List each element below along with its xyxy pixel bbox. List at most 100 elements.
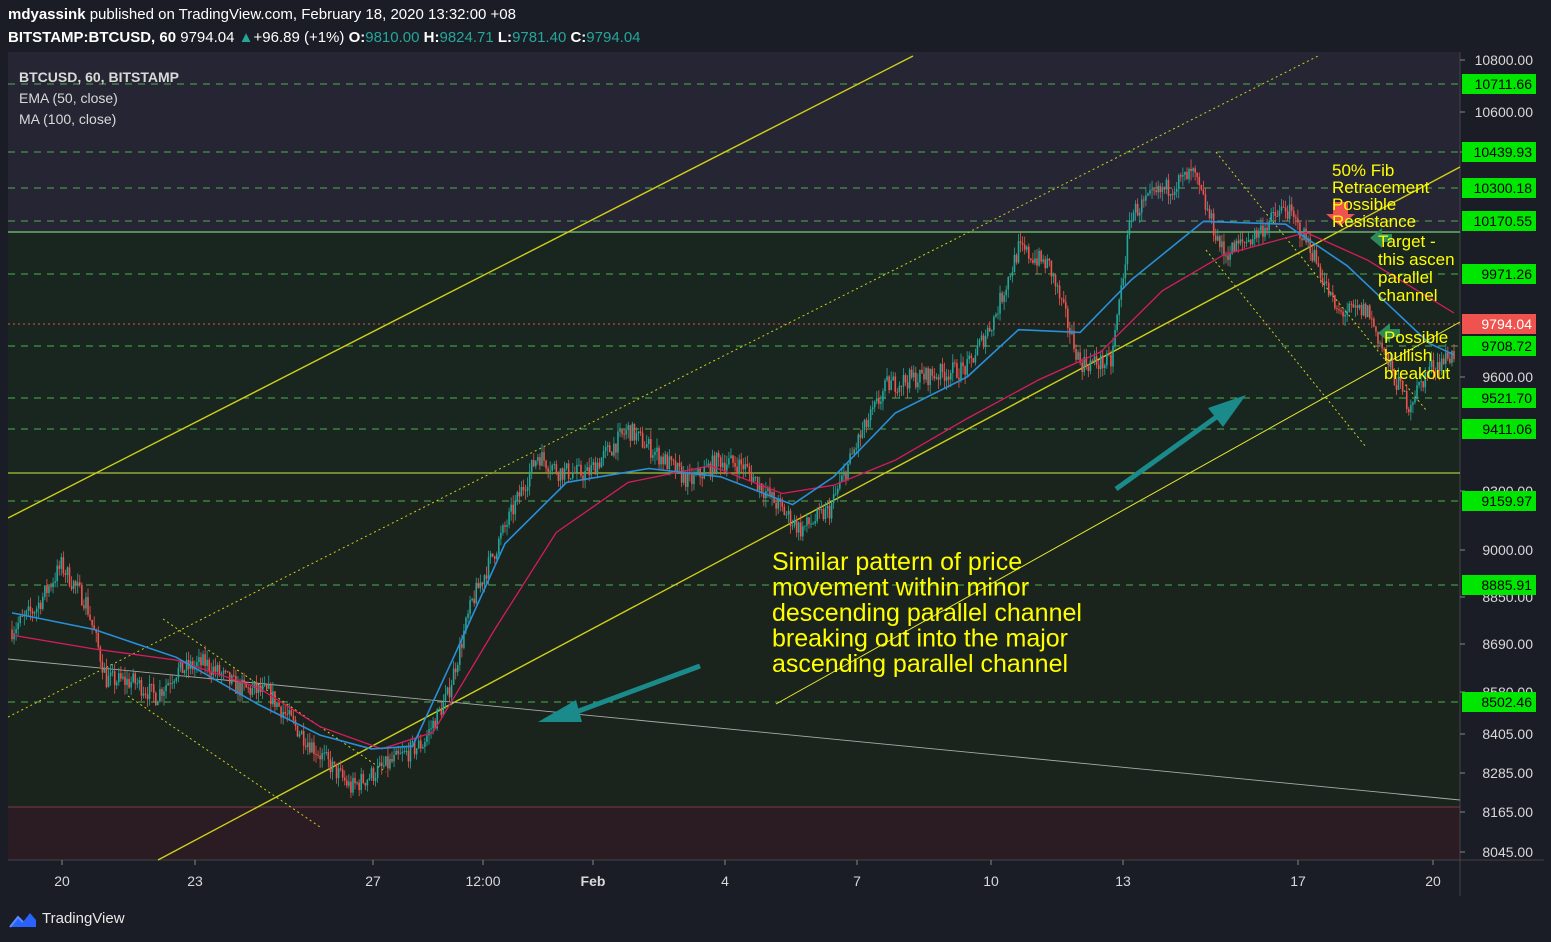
target-annotation-line: Target - (1378, 232, 1436, 251)
candle-down (113, 664, 116, 694)
candle-down (713, 451, 716, 475)
candle-body (750, 472, 753, 482)
candle-body (253, 682, 256, 688)
candle-down (280, 705, 282, 724)
candle-body (849, 453, 851, 464)
candle-down (699, 467, 701, 486)
author-name[interactable]: mdyassink (8, 6, 86, 23)
candle-up (886, 367, 888, 382)
candle-body (1216, 236, 1219, 241)
candle-body (812, 523, 814, 525)
candle-down (822, 504, 825, 522)
candle-body (1334, 295, 1336, 309)
candle-down (1030, 257, 1032, 263)
candle-down (1391, 357, 1394, 373)
candle-down (845, 470, 847, 486)
candle-up (1099, 350, 1102, 377)
candle-down (608, 441, 611, 453)
candle-down (1208, 204, 1211, 220)
candle-body (331, 761, 334, 773)
candle-up (1440, 352, 1443, 376)
candle-body (880, 401, 882, 404)
candle-up (348, 774, 350, 789)
candle-body (951, 362, 954, 374)
candle-body (1243, 241, 1246, 243)
minor-ascending-line[interactable] (775, 321, 1461, 705)
time-tick-label: 4 (721, 873, 729, 889)
brand-name[interactable]: TradingView (42, 910, 125, 927)
candle-down (988, 321, 991, 333)
candle-up (1147, 192, 1149, 197)
candle-up (703, 460, 706, 480)
legend-ema[interactable]: EMA (50, close) (19, 90, 118, 106)
candle-up (1410, 399, 1412, 421)
candle-body (1453, 351, 1455, 360)
candle-up (1251, 234, 1254, 247)
candle-body (348, 781, 350, 786)
candle-up (1206, 201, 1209, 212)
major-channel-upper[interactable] (7, 55, 914, 519)
candle-body (290, 710, 293, 716)
candle-body (841, 475, 843, 482)
candle-body (1099, 355, 1102, 370)
candle-body (1319, 266, 1322, 279)
candle-down (621, 429, 623, 438)
candle-down (1401, 380, 1404, 395)
candle-up (1007, 276, 1010, 298)
candle-body (925, 368, 927, 380)
candle-up (436, 708, 439, 731)
major-channel-lower[interactable] (157, 166, 1461, 861)
candle-body (1077, 352, 1079, 360)
candle-body (814, 521, 816, 524)
candle-down (284, 705, 286, 718)
candle-body (440, 708, 443, 715)
candle-body (783, 506, 786, 516)
candle-up (444, 684, 447, 710)
candle-body (1015, 254, 1018, 263)
tradingview-logo-icon[interactable] (8, 909, 38, 931)
candle-up (902, 368, 905, 396)
chart-area[interactable]: 50% Fib Retracement Possible Resistance Tar… (7, 52, 1544, 896)
candle-up (1145, 186, 1147, 207)
candle-body (118, 673, 120, 683)
legend-ma[interactable]: MA (100, close) (19, 111, 116, 127)
long-trend-line[interactable] (7, 658, 1461, 801)
candle-body (697, 468, 699, 474)
candle-up (1412, 401, 1414, 414)
candle-up (935, 373, 938, 381)
candle-body (999, 292, 1001, 314)
candle-body (799, 522, 802, 537)
candle-down (434, 718, 436, 729)
candle-body (1136, 203, 1139, 216)
recent-desc-channel-upper[interactable] (1215, 151, 1427, 411)
candle-body (165, 685, 167, 692)
candle-body (666, 454, 669, 470)
candle-body (830, 503, 833, 519)
candle-down (233, 668, 235, 678)
candle-down (1408, 406, 1410, 416)
candle-body (399, 753, 402, 755)
time-scale[interactable] (8, 860, 1544, 896)
candle-down (247, 685, 250, 694)
candle-up (424, 737, 426, 754)
candle-up (442, 694, 445, 716)
candle-up (791, 519, 794, 531)
candle-down (1023, 236, 1026, 255)
candle-body (1329, 292, 1332, 296)
candle-up (1013, 247, 1016, 273)
candle-body (1383, 348, 1385, 351)
candle-up (311, 738, 313, 753)
candle-down (477, 577, 480, 589)
recent-desc-channel-lower[interactable] (1205, 249, 1367, 448)
candle-body (212, 666, 215, 676)
candle-body (1005, 289, 1007, 296)
candle-body (1424, 372, 1427, 388)
candle-down (1290, 197, 1293, 217)
candle-body (44, 585, 46, 597)
minor-desc-channel-lower[interactable] (127, 695, 321, 828)
